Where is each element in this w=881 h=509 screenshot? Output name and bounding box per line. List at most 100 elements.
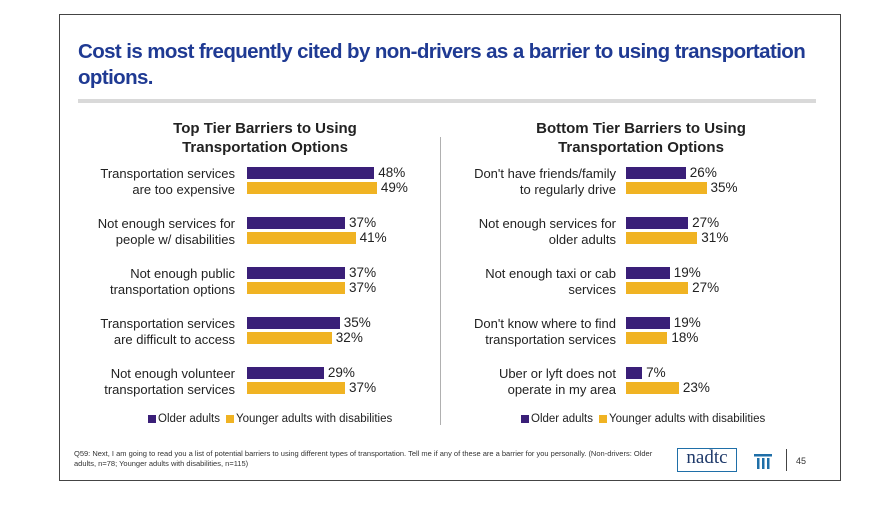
category-label-line: people w/ disabilities bbox=[115, 232, 235, 247]
legend-item-younger: Younger adults with disabilities bbox=[599, 413, 765, 425]
legend-item-younger: Younger adults with disabilities bbox=[226, 413, 392, 425]
category-label: Not enough services for older adults bbox=[441, 216, 616, 248]
data-label: 26% bbox=[689, 165, 717, 180]
right-chart-title-line1: Bottom Tier Barriers to Using bbox=[536, 120, 746, 137]
bar-younger-adults bbox=[626, 232, 698, 244]
category-label: Not enough services for people w/ disabil… bbox=[60, 216, 235, 248]
legend-label: Younger adults with disabilities bbox=[236, 413, 393, 425]
right-chart-title-line2: Transportation Options bbox=[558, 139, 724, 156]
data-label: 32% bbox=[335, 330, 363, 345]
bar-older-adults bbox=[626, 317, 670, 329]
category-label: Transportation services are difficult to … bbox=[60, 316, 235, 348]
title-divider bbox=[78, 99, 816, 103]
bar-younger-adults bbox=[247, 282, 346, 294]
category-label-line: are difficult to access bbox=[113, 332, 235, 347]
bar-older-adults bbox=[626, 367, 643, 379]
page-number: 45 bbox=[796, 456, 807, 466]
bar-older-adults bbox=[247, 267, 346, 279]
category-label-line: Don't have friends/family bbox=[474, 166, 616, 181]
data-label: 41% bbox=[359, 230, 387, 245]
data-label: 37% bbox=[349, 215, 377, 230]
panel-separator bbox=[440, 137, 441, 425]
legend-swatch bbox=[521, 415, 529, 423]
nadtc-logo: nadtc bbox=[677, 448, 737, 472]
legend-swatch bbox=[148, 415, 156, 423]
bar-younger-adults bbox=[626, 382, 679, 394]
category-label-line: Not enough taxi or cab bbox=[485, 266, 616, 281]
right-chart-title: Bottom Tier Barriers to Using Transporta… bbox=[511, 119, 771, 157]
category-label: Uber or lyft does not operate in my area bbox=[441, 366, 616, 398]
category-label-line: Not enough services for bbox=[478, 216, 616, 231]
slide: Cost is most frequently cited by non-dri… bbox=[59, 14, 841, 481]
left-chart-title: Top Tier Barriers to Using Transportatio… bbox=[135, 119, 395, 157]
left-chart-panel: Top Tier Barriers to Using Transportatio… bbox=[60, 119, 440, 439]
category-label-line: Not enough volunteer bbox=[110, 366, 235, 381]
category-label-line: Not enough services for bbox=[97, 216, 235, 231]
category-label-line: transportation services bbox=[104, 382, 235, 397]
data-label: 37% bbox=[349, 380, 377, 395]
data-label: 35% bbox=[710, 180, 738, 195]
data-label: 23% bbox=[682, 380, 710, 395]
legend-item-older: Older adults bbox=[148, 413, 220, 425]
footer-divider bbox=[786, 449, 787, 471]
bar-older-adults bbox=[247, 367, 324, 379]
bar-younger-adults bbox=[247, 182, 377, 194]
data-label: 37% bbox=[349, 265, 377, 280]
category-label: Don't know where to find transportation s… bbox=[441, 316, 616, 348]
bar-older-adults bbox=[626, 217, 689, 229]
category-label-line: services bbox=[568, 282, 616, 297]
bar-younger-adults bbox=[626, 332, 668, 344]
category-label: Not enough public transportation options bbox=[60, 266, 235, 298]
data-label: 49% bbox=[380, 180, 408, 195]
category-label: Not enough volunteer transportation servi… bbox=[60, 366, 235, 398]
data-label: 31% bbox=[701, 230, 729, 245]
data-label: 7% bbox=[646, 365, 666, 380]
data-label: 18% bbox=[671, 330, 699, 345]
category-label-line: transportation services bbox=[485, 332, 616, 347]
category-label-line: older adults bbox=[548, 232, 616, 247]
bar-older-adults bbox=[247, 167, 375, 179]
category-label-line: to regularly drive bbox=[519, 182, 616, 197]
category-label-line: Transportation services bbox=[100, 166, 235, 181]
chart-legend: Older adults Younger adults with disabili… bbox=[148, 413, 396, 425]
bar-younger-adults bbox=[626, 282, 689, 294]
data-label: 48% bbox=[378, 165, 406, 180]
legend-label: Older adults bbox=[158, 413, 221, 425]
category-label-line: Not enough public bbox=[130, 266, 235, 281]
bar-younger-adults bbox=[247, 332, 332, 344]
data-label: 19% bbox=[673, 265, 701, 280]
category-label: Transportation services are too expensive bbox=[60, 166, 235, 198]
data-label: 27% bbox=[692, 280, 720, 295]
transit-logo-icon bbox=[754, 454, 772, 469]
category-label-line: Uber or lyft does not bbox=[498, 366, 616, 381]
category-label-line: Don't know where to find bbox=[474, 316, 616, 331]
bar-older-adults bbox=[247, 217, 346, 229]
legend-item-older: Older adults bbox=[521, 413, 593, 425]
slide-title: Cost is most frequently cited by non-dri… bbox=[78, 40, 806, 89]
category-label-line: transportation options bbox=[109, 282, 235, 297]
data-label: 19% bbox=[673, 315, 701, 330]
right-chart-panel: Bottom Tier Barriers to Using Transporta… bbox=[441, 119, 841, 439]
bar-older-adults bbox=[247, 317, 340, 329]
legend-label: Younger adults with disabilities bbox=[609, 413, 766, 425]
bar-younger-adults bbox=[247, 232, 356, 244]
legend-swatch bbox=[599, 415, 608, 423]
chart-legend: Older adults Younger adults with disabili… bbox=[521, 413, 769, 425]
legend-swatch bbox=[226, 415, 235, 423]
bar-younger-adults bbox=[247, 382, 346, 394]
legend-label: Older adults bbox=[531, 413, 594, 425]
category-label-line: Transportation services bbox=[100, 316, 235, 331]
bar-younger-adults bbox=[626, 182, 707, 194]
category-label: Don't have friends/family to regularly dr… bbox=[441, 166, 616, 198]
data-label: 35% bbox=[343, 315, 371, 330]
bar-older-adults bbox=[626, 267, 670, 279]
category-label-line: operate in my area bbox=[507, 382, 616, 397]
data-label: 27% bbox=[692, 215, 720, 230]
footnote: Q59: Next, I am going to read you a list… bbox=[74, 449, 653, 468]
data-label: 37% bbox=[349, 280, 377, 295]
left-chart-title-line1: Top Tier Barriers to Using bbox=[173, 120, 357, 137]
category-label: Not enough taxi or cab services bbox=[441, 266, 616, 298]
left-chart-title-line2: Transportation Options bbox=[182, 139, 348, 156]
data-label: 29% bbox=[327, 365, 355, 380]
category-label-line: are too expensive bbox=[132, 182, 235, 197]
